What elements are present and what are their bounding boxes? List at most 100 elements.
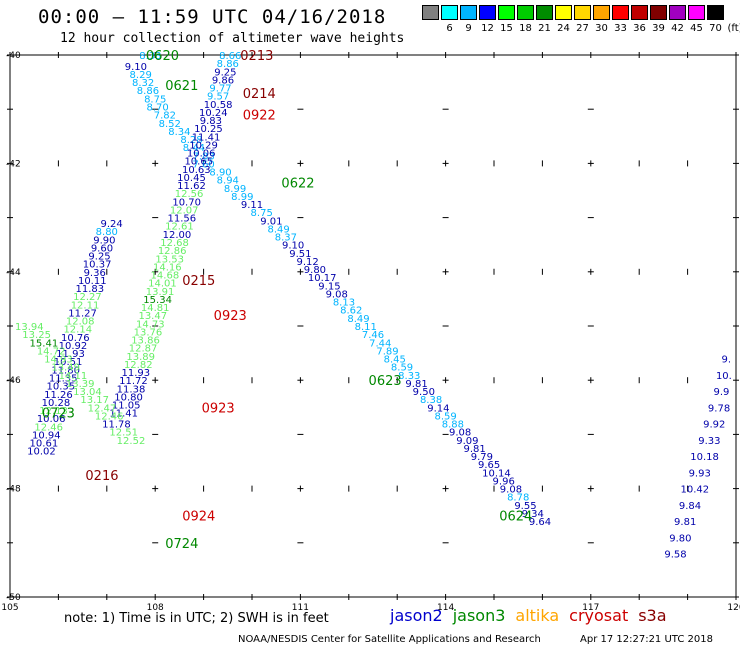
swh-value: 9.14 [427, 403, 449, 414]
swh-value: 9.84 [679, 501, 701, 512]
swh-value: 9.01 [260, 216, 282, 227]
scale-label: 45 [690, 23, 703, 34]
swh-value: 9.58 [664, 550, 686, 561]
swh-value: 8.99 [231, 192, 253, 203]
swh-value: 12.61 [165, 222, 194, 233]
swh-value: 13.04 [73, 387, 102, 398]
swh-value: 9.83 [200, 116, 222, 127]
swh-value: 10.25 [194, 124, 223, 135]
swh-value: 12.82 [124, 360, 153, 371]
swh-value: 13.47 [138, 311, 167, 322]
swh-value: 9.79 [471, 452, 493, 463]
swh-value: 8.29 [130, 70, 152, 81]
swh-value: 8.44 [183, 143, 205, 154]
chart-title: 00:00 – 11:59 UTC 04/16/2018 [38, 6, 387, 28]
swh-value: 9.51 [289, 249, 311, 260]
y-tick-label: -44 [6, 268, 21, 278]
pass-label: 0214 [243, 87, 276, 102]
swh-value: 13.53 [155, 254, 184, 265]
swh-value: 10.42 [681, 485, 710, 496]
swh-value: 12.86 [158, 246, 187, 257]
swh-value: 8.45 [384, 355, 406, 366]
swh-value: 10. [716, 371, 732, 382]
scale-label: 6 [446, 23, 453, 34]
swh-value: 11.80 [51, 365, 80, 376]
pass-label: 0923 [202, 401, 235, 416]
scale-swatch [688, 5, 705, 20]
legend-jason2: jason2 [390, 606, 443, 625]
swh-value: 9.81 [405, 379, 427, 390]
swh-value: 11.62 [177, 181, 206, 192]
swh-value: 9.55 [514, 501, 536, 512]
swh-value: 9. [722, 355, 732, 366]
swh-value: 9.24 [101, 219, 123, 230]
swh-value: 15.34 [143, 295, 172, 306]
swh-value: 13.91 [146, 287, 175, 298]
swh-value: 9.77 [209, 84, 231, 95]
swh-value: 14.68 [151, 271, 180, 282]
swh-value: 10.24 [199, 108, 228, 119]
swh-value: 12.87 [129, 344, 158, 355]
swh-value: 8.86 [137, 86, 159, 97]
swh-value: 9.80 [304, 265, 326, 276]
swh-value: 12.14 [63, 325, 92, 336]
scale-swatch [669, 5, 686, 20]
swh-value: 14.16 [153, 262, 182, 273]
x-tick-label: 120 [727, 603, 740, 613]
swh-value: 9.80 [669, 533, 691, 544]
swh-value: 10.17 [308, 273, 337, 284]
swh-value: 9.57 [207, 92, 229, 103]
swh-value: 9.10 [125, 62, 147, 73]
swh-value: 8.80 [96, 227, 118, 238]
swh-value: 9.81 [464, 444, 486, 455]
swh-value: 10.37 [83, 260, 112, 271]
scale-swatch [707, 5, 724, 20]
swh-value: 9.93 [689, 468, 711, 479]
swh-value: 10.02 [27, 447, 56, 458]
swh-value: 10.58 [204, 100, 233, 111]
swh-value: 9.10 [282, 241, 304, 252]
credit-timestamp: Apr 17 12:27:21 UTC 2018 [580, 634, 713, 645]
y-tick-label: -48 [6, 485, 21, 495]
credit-text: NOAA/NESDIS Center for Satellite Applica… [238, 634, 541, 645]
swh-value: 8.34 [168, 127, 190, 138]
swh-value: 8.90 [209, 168, 231, 179]
swh-value: 10.63 [182, 165, 211, 176]
swh-value: 11.35 [49, 373, 78, 384]
swh-value: 11.72 [119, 376, 148, 387]
pass-label: 0622 [281, 176, 314, 191]
scale-label: 70 [709, 23, 722, 34]
swh-value: 9.81 [674, 517, 696, 528]
scale-unit: (ft) [727, 23, 740, 34]
pass-label: 0924 [182, 510, 215, 525]
scale-swatch [593, 5, 610, 20]
y-tick-label: -42 [6, 159, 21, 169]
swh-value: 8.59 [434, 411, 456, 422]
swh-value: 10.94 [32, 430, 61, 441]
swh-value: 12.27 [73, 292, 102, 303]
swh-value: 10.70 [172, 197, 201, 208]
pass-label: 0723 [42, 407, 75, 422]
swh-value: 11.83 [76, 284, 105, 295]
swh-value: 7.82 [154, 111, 176, 122]
swh-value: 11.56 [167, 214, 196, 225]
swh-value: 9.64 [529, 517, 551, 528]
swh-value: 9.11 [241, 200, 263, 211]
swh-value: 8.13 [333, 298, 355, 309]
swh-value: 11.05 [112, 401, 141, 412]
scale-label: 36 [633, 23, 646, 34]
swh-value: 10.11 [78, 276, 107, 287]
swh-value: 14.11 [59, 371, 88, 382]
swh-value: 12.46 [95, 411, 124, 422]
pass-label: 0922 [243, 109, 276, 124]
swh-value: 7.83 [192, 151, 214, 162]
swh-value: 13.86 [131, 336, 160, 347]
swh-value: 8.88 [442, 420, 464, 431]
x-tick-label: 105 [1, 603, 18, 613]
scale-swatch [555, 5, 572, 20]
swh-value: 10.35 [46, 382, 75, 393]
swh-value: 10.80 [114, 392, 143, 403]
scale-swatch [536, 5, 553, 20]
pass-label: 0213 [240, 49, 273, 64]
